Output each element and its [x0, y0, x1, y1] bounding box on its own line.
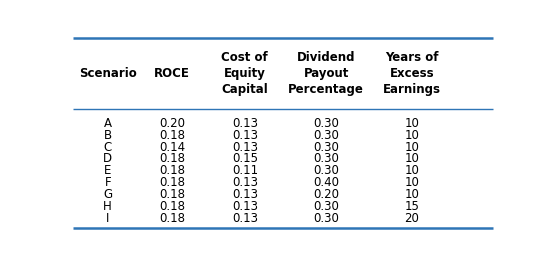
Text: 0.13: 0.13: [232, 200, 258, 213]
Text: 0.13: 0.13: [232, 129, 258, 142]
Text: 0.13: 0.13: [232, 141, 258, 154]
Text: A: A: [104, 117, 112, 130]
Text: 0.18: 0.18: [159, 211, 185, 225]
Text: E: E: [104, 164, 111, 177]
Text: 10: 10: [405, 117, 419, 130]
Text: H: H: [103, 200, 112, 213]
Text: 10: 10: [405, 129, 419, 142]
Text: Scenario: Scenario: [79, 67, 137, 80]
Text: 0.18: 0.18: [159, 188, 185, 201]
Text: ROCE: ROCE: [154, 67, 190, 80]
Text: 0.30: 0.30: [314, 211, 339, 225]
Text: 0.30: 0.30: [314, 200, 339, 213]
Text: 0.18: 0.18: [159, 176, 185, 189]
Text: Dividend
Payout
Percentage: Dividend Payout Percentage: [288, 51, 364, 96]
Text: 0.13: 0.13: [232, 117, 258, 130]
Text: F: F: [105, 176, 111, 189]
Text: 0.30: 0.30: [314, 164, 339, 177]
Text: 0.20: 0.20: [313, 188, 340, 201]
Text: 0.18: 0.18: [159, 164, 185, 177]
Text: 0.30: 0.30: [314, 152, 339, 165]
Text: 0.15: 0.15: [232, 152, 258, 165]
Text: 0.11: 0.11: [232, 164, 258, 177]
Text: 0.14: 0.14: [159, 141, 185, 154]
Text: B: B: [103, 129, 112, 142]
Text: 10: 10: [405, 152, 419, 165]
Text: 10: 10: [405, 141, 419, 154]
Text: D: D: [103, 152, 112, 165]
Text: 10: 10: [405, 164, 419, 177]
Text: 0.13: 0.13: [232, 188, 258, 201]
Text: 0.18: 0.18: [159, 129, 185, 142]
Text: 0.30: 0.30: [314, 129, 339, 142]
Text: 0.30: 0.30: [314, 141, 339, 154]
Text: 0.20: 0.20: [159, 117, 185, 130]
Text: 0.18: 0.18: [159, 152, 185, 165]
Text: I: I: [106, 211, 109, 225]
Text: Cost of
Equity
Capital: Cost of Equity Capital: [221, 51, 268, 96]
Text: G: G: [103, 188, 112, 201]
Text: 0.30: 0.30: [314, 117, 339, 130]
Text: C: C: [103, 141, 112, 154]
Text: 10: 10: [405, 176, 419, 189]
Text: 0.13: 0.13: [232, 211, 258, 225]
Text: 0.18: 0.18: [159, 200, 185, 213]
Text: 0.40: 0.40: [313, 176, 340, 189]
Text: 0.13: 0.13: [232, 176, 258, 189]
Text: 20: 20: [405, 211, 419, 225]
Text: 15: 15: [405, 200, 419, 213]
Text: 10: 10: [405, 188, 419, 201]
Text: Years of
Excess
Earnings: Years of Excess Earnings: [383, 51, 441, 96]
